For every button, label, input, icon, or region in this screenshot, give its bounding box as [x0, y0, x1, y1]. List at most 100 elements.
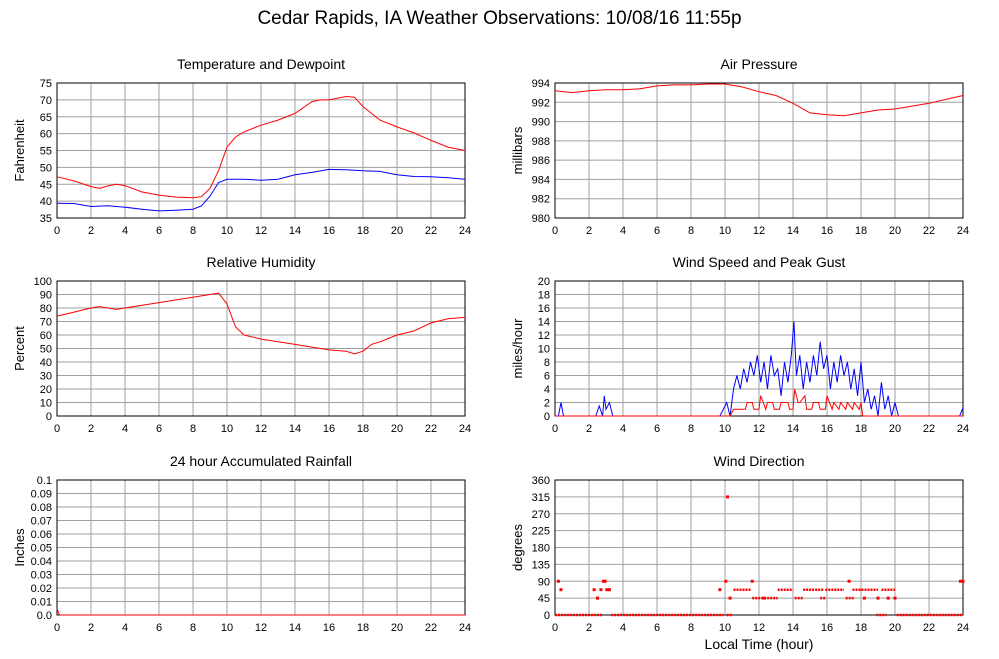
- pressure-xtick-label: 20: [889, 225, 901, 237]
- temp-ytick-label: 45: [40, 179, 52, 191]
- direction-ytick-label: 0: [544, 610, 550, 622]
- direction-point: [847, 579, 851, 583]
- direction-xtick-label: 22: [923, 622, 935, 634]
- pressure-ytick-label: 988: [532, 136, 550, 148]
- wind-xtick-label: 8: [688, 423, 694, 435]
- direction-point: [601, 579, 605, 583]
- rain-ytick-label: 0.04: [31, 556, 52, 568]
- pressure-xtick-label: 14: [787, 225, 799, 237]
- pressure-ytick-label: 994: [532, 78, 550, 90]
- rain-xtick-label: 6: [156, 622, 162, 634]
- direction-xtick-label: 16: [821, 622, 833, 634]
- temp-xtick-label: 0: [54, 225, 60, 237]
- direction-point: [750, 579, 754, 583]
- direction-point: [876, 596, 880, 600]
- pressure-xtick-label: 0: [552, 225, 558, 237]
- humidity-ytick-label: 80: [40, 303, 52, 315]
- direction-xtick-label: 10: [719, 622, 731, 634]
- direction-ytick-label: 360: [532, 475, 550, 487]
- direction-ytick-label: 270: [532, 509, 550, 521]
- humidity-xtick-label: 22: [425, 423, 437, 435]
- direction-xtick-label: 18: [855, 622, 867, 634]
- pressure-ytick-label: 986: [532, 155, 550, 167]
- direction-point: [559, 588, 563, 592]
- direction-xtick-label: 14: [787, 622, 799, 634]
- humidity-ytick-label: 40: [40, 357, 52, 369]
- wind-ytick-label: 4: [544, 384, 550, 396]
- direction-ylabel: degrees: [510, 524, 525, 571]
- direction-point: [726, 495, 730, 499]
- direction-point: [603, 579, 607, 583]
- temp-ytick-label: 75: [40, 78, 52, 90]
- direction-xtick-label: 6: [654, 622, 660, 634]
- direction-point: [596, 596, 599, 600]
- temp-xtick-label: 8: [190, 225, 196, 237]
- rain-xtick-label: 20: [391, 622, 403, 634]
- wind-ytick-label: 2: [544, 398, 550, 410]
- humidity-xtick-label: 2: [88, 423, 94, 435]
- direction-ytick-label: 135: [532, 559, 550, 571]
- rain-xtick-label: 4: [122, 622, 128, 634]
- wind-ylabel: miles/hour: [510, 318, 525, 379]
- temp-ylabel: Fahrenheit: [12, 119, 27, 182]
- rain-xtick-label: 24: [459, 622, 471, 634]
- humidity-ytick-label: 90: [40, 290, 52, 302]
- humidity-xtick-label: 14: [289, 423, 301, 435]
- temp-xtick-label: 20: [391, 225, 403, 237]
- wind-ytick-label: 0: [544, 411, 550, 423]
- humidity-xtick-label: 16: [323, 423, 335, 435]
- wind-ytick-label: 8: [544, 357, 550, 369]
- direction-point: [728, 596, 732, 600]
- pressure-series-0: [554, 83, 964, 117]
- direction-ytick-label: 315: [532, 492, 550, 504]
- rain-ytick-label: 0.09: [31, 489, 52, 501]
- wind-frame: [554, 280, 964, 417]
- direction-ytick-label: 45: [538, 593, 550, 605]
- rain-ylabel: Inches: [12, 528, 27, 567]
- pressure-xtick-label: 6: [654, 225, 660, 237]
- temp-ytick-label: 55: [40, 146, 52, 158]
- direction-point: [592, 588, 596, 592]
- direction-title: Wind Direction: [713, 453, 804, 469]
- direction-xtick-label: 20: [889, 622, 901, 634]
- direction-xtick-label: 12: [753, 622, 765, 634]
- chart-wind: 0 2 4 6 8 10 12 14 16 18 20 22 2402468101214161820Wi…: [510, 254, 969, 435]
- humidity-xtick-label: 8: [190, 423, 196, 435]
- temp-ytick-label: 50: [40, 162, 52, 174]
- temp-title: Temperature and Dewpoint: [177, 56, 345, 72]
- pressure-xtick-label: 24: [957, 225, 969, 237]
- direction-point: [961, 579, 965, 583]
- humidity-xtick-label: 20: [391, 423, 403, 435]
- temp-ytick-label: 65: [40, 112, 52, 124]
- humidity-ytick-label: 100: [34, 276, 52, 288]
- temp-xtick-label: 24: [459, 225, 471, 237]
- wind-xtick-label: 24: [957, 423, 969, 435]
- direction-ytick-label: 180: [532, 543, 550, 555]
- rain-xtick-label: 16: [323, 622, 335, 634]
- rain-xtick-label: 22: [425, 622, 437, 634]
- wind-ytick-label: 10: [538, 344, 550, 356]
- direction-ytick-label: 225: [532, 526, 550, 538]
- temp-ytick-label: 35: [40, 213, 52, 225]
- humidity-ylabel: Percent: [12, 326, 27, 371]
- chart-direction: 0 2 4 6 8 10 12 14 16 18 20 22 240459013518022527031…: [510, 453, 969, 652]
- direction-point: [886, 596, 890, 600]
- chart-pressure: 0 2 4 6 8 10 12 14 16 18 20 22 249809829849869889909…: [510, 56, 969, 237]
- wind-ytick-label: 12: [538, 330, 550, 342]
- pressure-ytick-label: 980: [532, 213, 550, 225]
- humidity-xtick-label: 24: [459, 423, 471, 435]
- rain-xtick-label: 14: [289, 622, 301, 634]
- direction-point: [893, 596, 897, 600]
- direction-point: [762, 596, 766, 600]
- wind-xtick-label: 2: [586, 423, 592, 435]
- rain-ytick-label: 0.01: [31, 597, 52, 609]
- direction-point: [556, 579, 560, 583]
- wind-ytick-label: 14: [538, 317, 550, 329]
- temp-ytick-label: 70: [40, 95, 52, 107]
- direction-point: [958, 579, 962, 583]
- rain-xtick-label: 18: [357, 622, 369, 634]
- rain-xtick-label: 12: [255, 622, 267, 634]
- rain-title: 24 hour Accumulated Rainfall: [170, 453, 352, 469]
- direction-xlabel: Local Time (hour): [705, 636, 814, 652]
- rain-ytick-label: 0.02: [31, 583, 52, 595]
